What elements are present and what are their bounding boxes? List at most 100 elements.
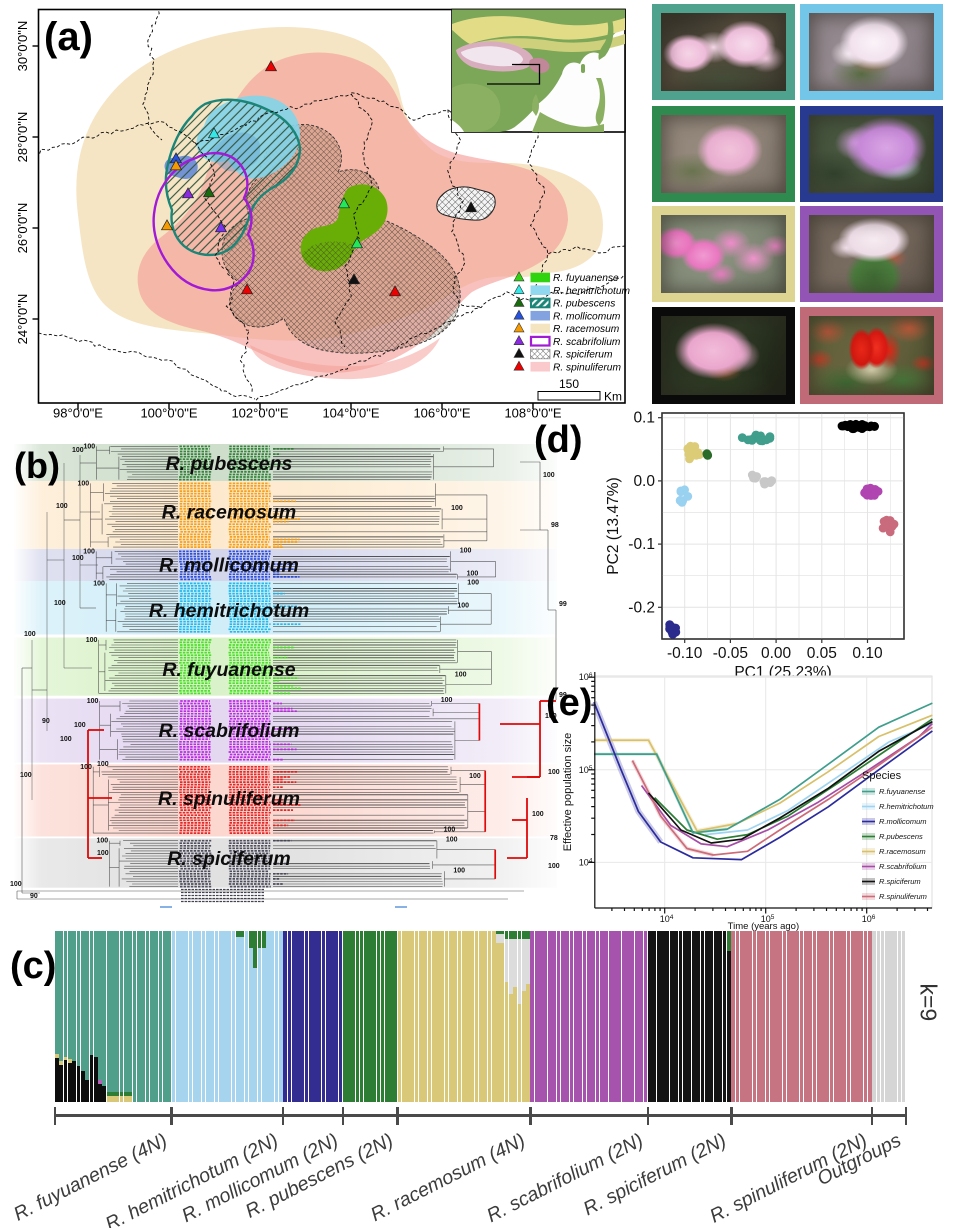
svg-text:100: 100 xyxy=(545,713,557,720)
svg-text:0.0: 0.0 xyxy=(633,473,655,490)
svg-text:100: 100 xyxy=(93,580,105,587)
svg-text:100: 100 xyxy=(457,602,469,609)
svg-text:0.10: 0.10 xyxy=(852,645,883,662)
svg-text:100: 100 xyxy=(441,697,453,704)
svg-text:0.05: 0.05 xyxy=(807,645,837,662)
svg-text:100: 100 xyxy=(548,863,560,870)
svg-text:0.1: 0.1 xyxy=(633,410,655,427)
svg-text:R. spinuliferum: R. spinuliferum xyxy=(553,362,621,373)
svg-text:(a): (a) xyxy=(44,15,93,59)
svg-text:100: 100 xyxy=(10,881,22,888)
svg-text:100: 100 xyxy=(453,867,465,874)
svg-text:R. fuyuanense: R. fuyuanense xyxy=(162,659,295,681)
svg-text:100: 100 xyxy=(97,838,109,845)
svg-text:105: 105 xyxy=(761,914,775,924)
svg-text:106: 106 xyxy=(579,672,593,682)
svg-text:100: 100 xyxy=(83,548,95,555)
svg-text:100: 100 xyxy=(97,850,109,857)
svg-text:100: 100 xyxy=(87,698,99,705)
svg-text:100: 100 xyxy=(455,672,467,679)
svg-text:28°0'0"N: 28°0'0"N xyxy=(15,112,30,163)
svg-text:100: 100 xyxy=(532,811,544,818)
svg-text:90: 90 xyxy=(30,893,38,900)
svg-text:(b): (b) xyxy=(14,445,60,486)
svg-text:105: 105 xyxy=(579,765,593,775)
svg-text:100: 100 xyxy=(72,447,84,454)
svg-text:100: 100 xyxy=(20,772,32,779)
svg-text:R. mollicomum: R. mollicomum xyxy=(159,555,299,577)
svg-text:R. pubescens: R. pubescens xyxy=(166,453,293,475)
svg-text:R.mollicomum: R.mollicomum xyxy=(879,817,927,826)
svg-text:100: 100 xyxy=(543,472,555,479)
svg-text:100: 100 xyxy=(451,505,463,512)
svg-text:R. spinuliferum: R. spinuliferum xyxy=(158,788,300,810)
svg-text:100: 100 xyxy=(469,773,481,780)
svg-text:R. scabrifolium: R. scabrifolium xyxy=(159,720,300,742)
svg-text:100: 100 xyxy=(24,631,36,638)
svg-text:100: 100 xyxy=(80,764,92,771)
svg-text:100: 100 xyxy=(86,637,98,644)
svg-text:100: 100 xyxy=(60,736,72,743)
svg-text:R.racemosum: R.racemosum xyxy=(879,847,926,856)
svg-text:106: 106 xyxy=(862,914,876,924)
svg-text:100: 100 xyxy=(78,480,90,487)
svg-text:R.hemitrichotum: R.hemitrichotum xyxy=(879,802,934,811)
svg-text:100: 100 xyxy=(467,570,479,577)
svg-text:R.spinuliferum: R.spinuliferum xyxy=(879,892,927,901)
svg-text:Km: Km xyxy=(604,390,622,404)
svg-text:0.00: 0.00 xyxy=(761,645,792,662)
svg-text:-0.1: -0.1 xyxy=(628,536,655,553)
svg-text:99: 99 xyxy=(559,601,567,608)
svg-text:PC2 (13.47%): PC2 (13.47%) xyxy=(605,477,622,574)
svg-text:R.fuyuanense: R.fuyuanense xyxy=(879,787,925,796)
svg-text:R. hemitrichotum: R. hemitrichotum xyxy=(553,286,631,297)
svg-text:-0.05: -0.05 xyxy=(713,645,748,662)
svg-text:-0.10: -0.10 xyxy=(667,645,703,662)
svg-text:(e): (e) xyxy=(546,682,592,724)
svg-text:90: 90 xyxy=(42,718,50,725)
svg-text:100: 100 xyxy=(97,761,109,768)
svg-text:R. spiciferum: R. spiciferum xyxy=(553,350,613,361)
svg-text:150: 150 xyxy=(559,377,579,391)
svg-text:100: 100 xyxy=(548,769,560,776)
svg-text:R. hemitrichotum: R. hemitrichotum xyxy=(149,600,309,622)
svg-text:108°0'0"E: 108°0'0"E xyxy=(504,406,561,421)
svg-text:100: 100 xyxy=(467,579,479,586)
svg-text:100: 100 xyxy=(446,837,458,844)
svg-text:Species: Species xyxy=(862,770,902,782)
svg-text:106°0'0"E: 106°0'0"E xyxy=(413,406,470,421)
svg-text:99: 99 xyxy=(559,692,567,699)
svg-text:R.scabrifolium: R.scabrifolium xyxy=(879,862,927,871)
svg-text:R. fuyuanense: R. fuyuanense xyxy=(553,273,619,284)
svg-text:102°0'0"E: 102°0'0"E xyxy=(231,406,288,421)
svg-text:30°0'0"N: 30°0'0"N xyxy=(15,21,30,72)
svg-text:104°0'0"E: 104°0'0"E xyxy=(322,406,379,421)
svg-text:100: 100 xyxy=(72,555,84,562)
svg-text:R. racemosum: R. racemosum xyxy=(553,324,620,335)
svg-text:R. spiciferum: R. spiciferum xyxy=(167,848,291,870)
svg-text:R. racemosum: R. racemosum xyxy=(162,502,296,524)
svg-text:100°0'0"E: 100°0'0"E xyxy=(140,406,197,421)
svg-text:R. pubescens: R. pubescens xyxy=(553,299,615,310)
svg-text:98: 98 xyxy=(551,522,559,529)
svg-text:100: 100 xyxy=(460,547,472,554)
svg-text:-0.2: -0.2 xyxy=(628,599,655,616)
svg-text:104: 104 xyxy=(579,857,593,867)
svg-text:78: 78 xyxy=(550,835,558,842)
svg-text:100: 100 xyxy=(56,503,68,510)
svg-text:24°0'0"N: 24°0'0"N xyxy=(15,294,30,345)
svg-text:(d): (d) xyxy=(534,419,583,461)
svg-text:100: 100 xyxy=(444,827,456,834)
svg-text:26°0'0"N: 26°0'0"N xyxy=(15,203,30,254)
svg-text:R. scabrifolium: R. scabrifolium xyxy=(553,337,621,348)
svg-text:R. mollicomum: R. mollicomum xyxy=(553,311,621,322)
svg-text:100: 100 xyxy=(84,443,96,450)
svg-text:100: 100 xyxy=(54,600,66,607)
svg-text:100: 100 xyxy=(74,722,86,729)
svg-text:104: 104 xyxy=(660,914,674,924)
svg-text:R.pubescens: R.pubescens xyxy=(879,832,923,841)
svg-text:Time (years ago): Time (years ago) xyxy=(728,921,799,932)
svg-text:Effective population size: Effective population size xyxy=(562,733,574,851)
svg-text:R.spiciferum: R.spiciferum xyxy=(879,877,921,886)
svg-text:98°0'0"E: 98°0'0"E xyxy=(53,406,103,421)
